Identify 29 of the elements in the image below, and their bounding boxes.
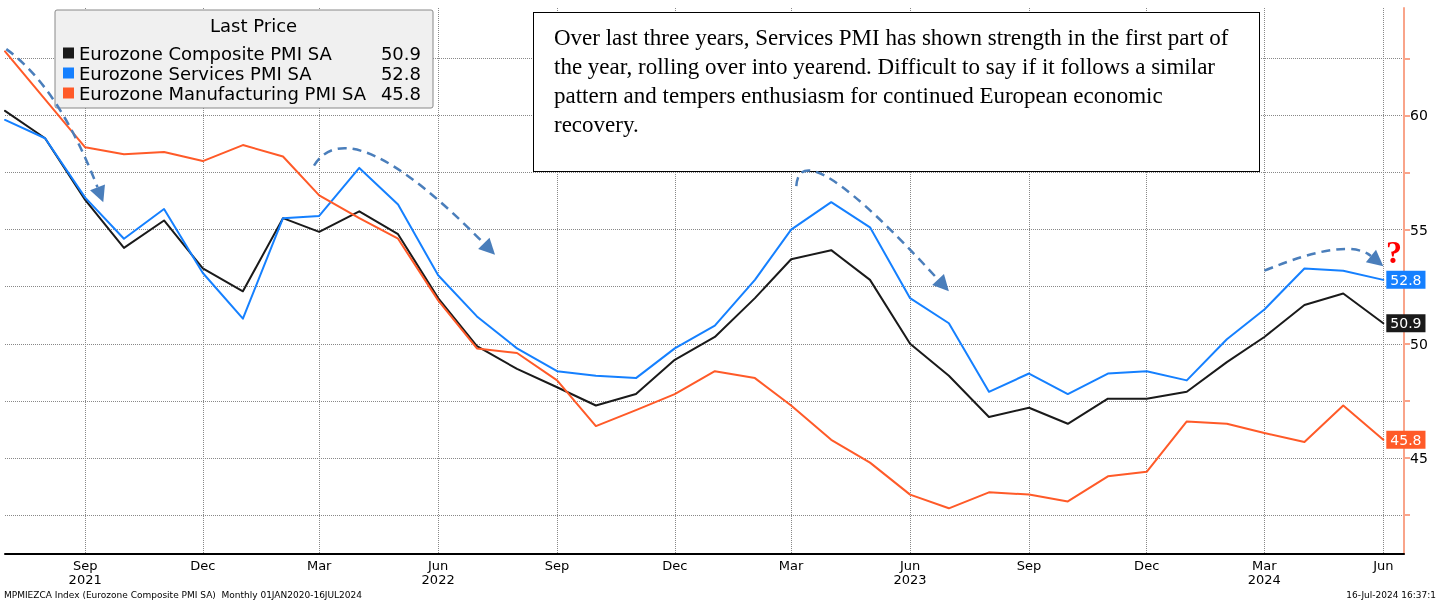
- y-tick-label: 55: [1410, 221, 1428, 238]
- legend-label: Eurozone Manufacturing PMI SA: [79, 82, 367, 104]
- y-tick-label: 60: [1410, 107, 1428, 124]
- x-tick-label: Sep: [544, 557, 570, 573]
- x-tick-label: Mar: [778, 557, 805, 573]
- text: 45.8: [380, 82, 421, 104]
- data-label: 50.9: [1390, 315, 1422, 332]
- data-label: 45.8: [1390, 431, 1422, 448]
- y-tick-label: 45: [1410, 450, 1428, 467]
- x-tick-label: Mar 2024: [1247, 557, 1281, 587]
- x-tick-label: Dec: [190, 557, 216, 573]
- text: 50.9: [380, 42, 421, 64]
- text: 16-Jul-2024 16:37:1: [1346, 589, 1437, 600]
- x-tick-label: Sep: [1016, 557, 1042, 573]
- y-tick-label: 50: [1410, 335, 1428, 352]
- data-label: 52.8: [1390, 271, 1422, 288]
- annotation: Over last three years, Services PMI has shown strength in the first part of the year, rolling over into yearend. Difficult to say if it follows a similar pattern and tempers enthusiasm for continued European economic recovery.: [533, 12, 1260, 172]
- x-tick-label: Mar: [306, 557, 333, 573]
- x-tick-label: Jun 2022: [421, 557, 455, 587]
- text: 52.8: [380, 62, 421, 84]
- legend-title: Last Price: [210, 14, 298, 36]
- text: MPMIEZCA Index (Eurozone Composite PMI SA) Monthly 01JAN2020-16JUL2024: [4, 589, 363, 600]
- annotation: ?: [1386, 234, 1402, 270]
- legend-label: Eurozone Composite PMI SA: [79, 42, 333, 64]
- x-tick-label: Sep 2021: [68, 557, 102, 587]
- x-tick-label: Jun 2023: [893, 557, 927, 587]
- x-tick-label: Dec: [1134, 557, 1160, 573]
- x-tick-label: Jun: [1372, 557, 1394, 573]
- x-tick-label: Dec: [662, 557, 688, 573]
